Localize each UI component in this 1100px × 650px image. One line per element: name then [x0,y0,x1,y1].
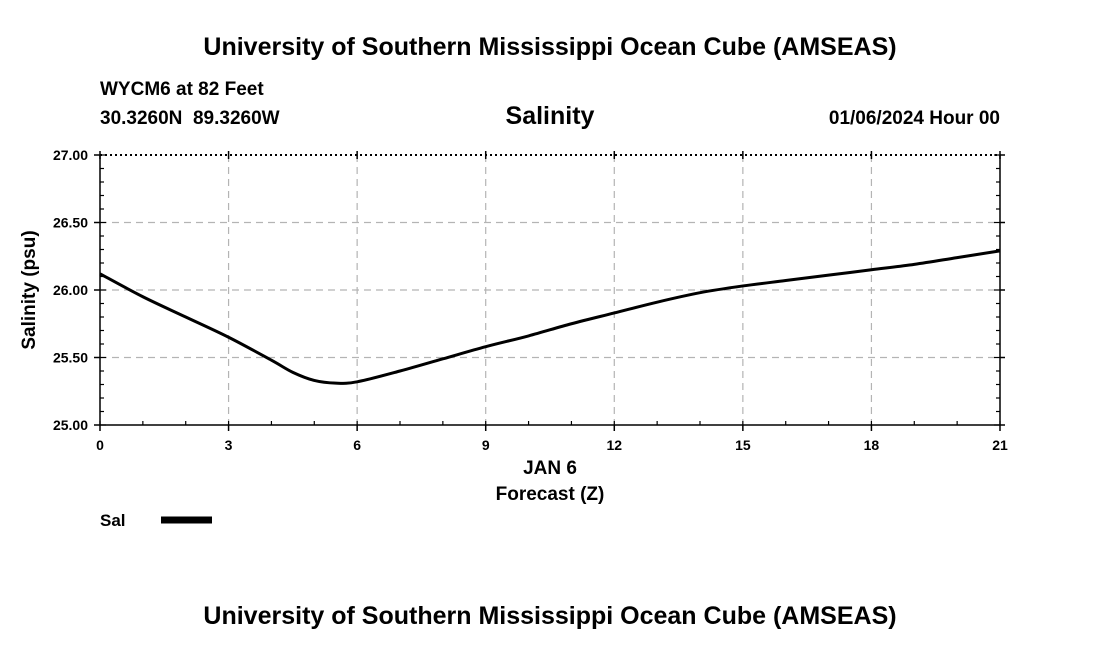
series-lines [99,249,1001,385]
chart-footer-title: University of Southern Mississippi Ocean… [203,602,896,630]
y-tick-label: 26.00 [53,282,88,298]
x-tick-label: 0 [96,437,104,453]
y-tick-label: 25.00 [53,417,88,433]
legend: Sal [100,511,212,530]
x-tick-label: 3 [225,437,233,453]
station-coordinates: 30.3260N 89.3260W [100,108,280,129]
forecast-datetime: 01/06/2024 Hour 00 [829,108,1000,129]
station-name: WYCM6 at 82 Feet [100,79,264,100]
x-tick-label: 18 [864,437,880,453]
y-tick-label: 25.50 [53,350,88,366]
x-axis-ticks: 0 3 6 9 12 15 18 21 [96,437,1008,453]
x-tick-label: 21 [992,437,1008,453]
y-tick-label: 26.50 [53,215,88,231]
x-tick-label: 15 [735,437,751,453]
legend-label-sal: Sal [100,511,126,530]
x-axis-label: Forecast (Z) [496,484,605,505]
x-tick-label: 9 [482,437,490,453]
grid-lines [100,155,1000,425]
series-line-sal [99,249,1001,385]
x-tick-label: 12 [606,437,622,453]
x-axis-date-label: JAN 6 [523,458,577,479]
chart-title: Salinity [506,102,595,130]
y-tick-label: 27.00 [53,147,88,163]
chart-header-title: University of Southern Mississippi Ocean… [203,33,896,61]
y-axis-ticks: 25.00 25.50 26.00 26.50 27.00 [53,147,88,433]
x-tick-label: 6 [353,437,361,453]
plot-frame [94,151,1005,431]
y-axis-label: Salinity (psu) [19,230,40,349]
